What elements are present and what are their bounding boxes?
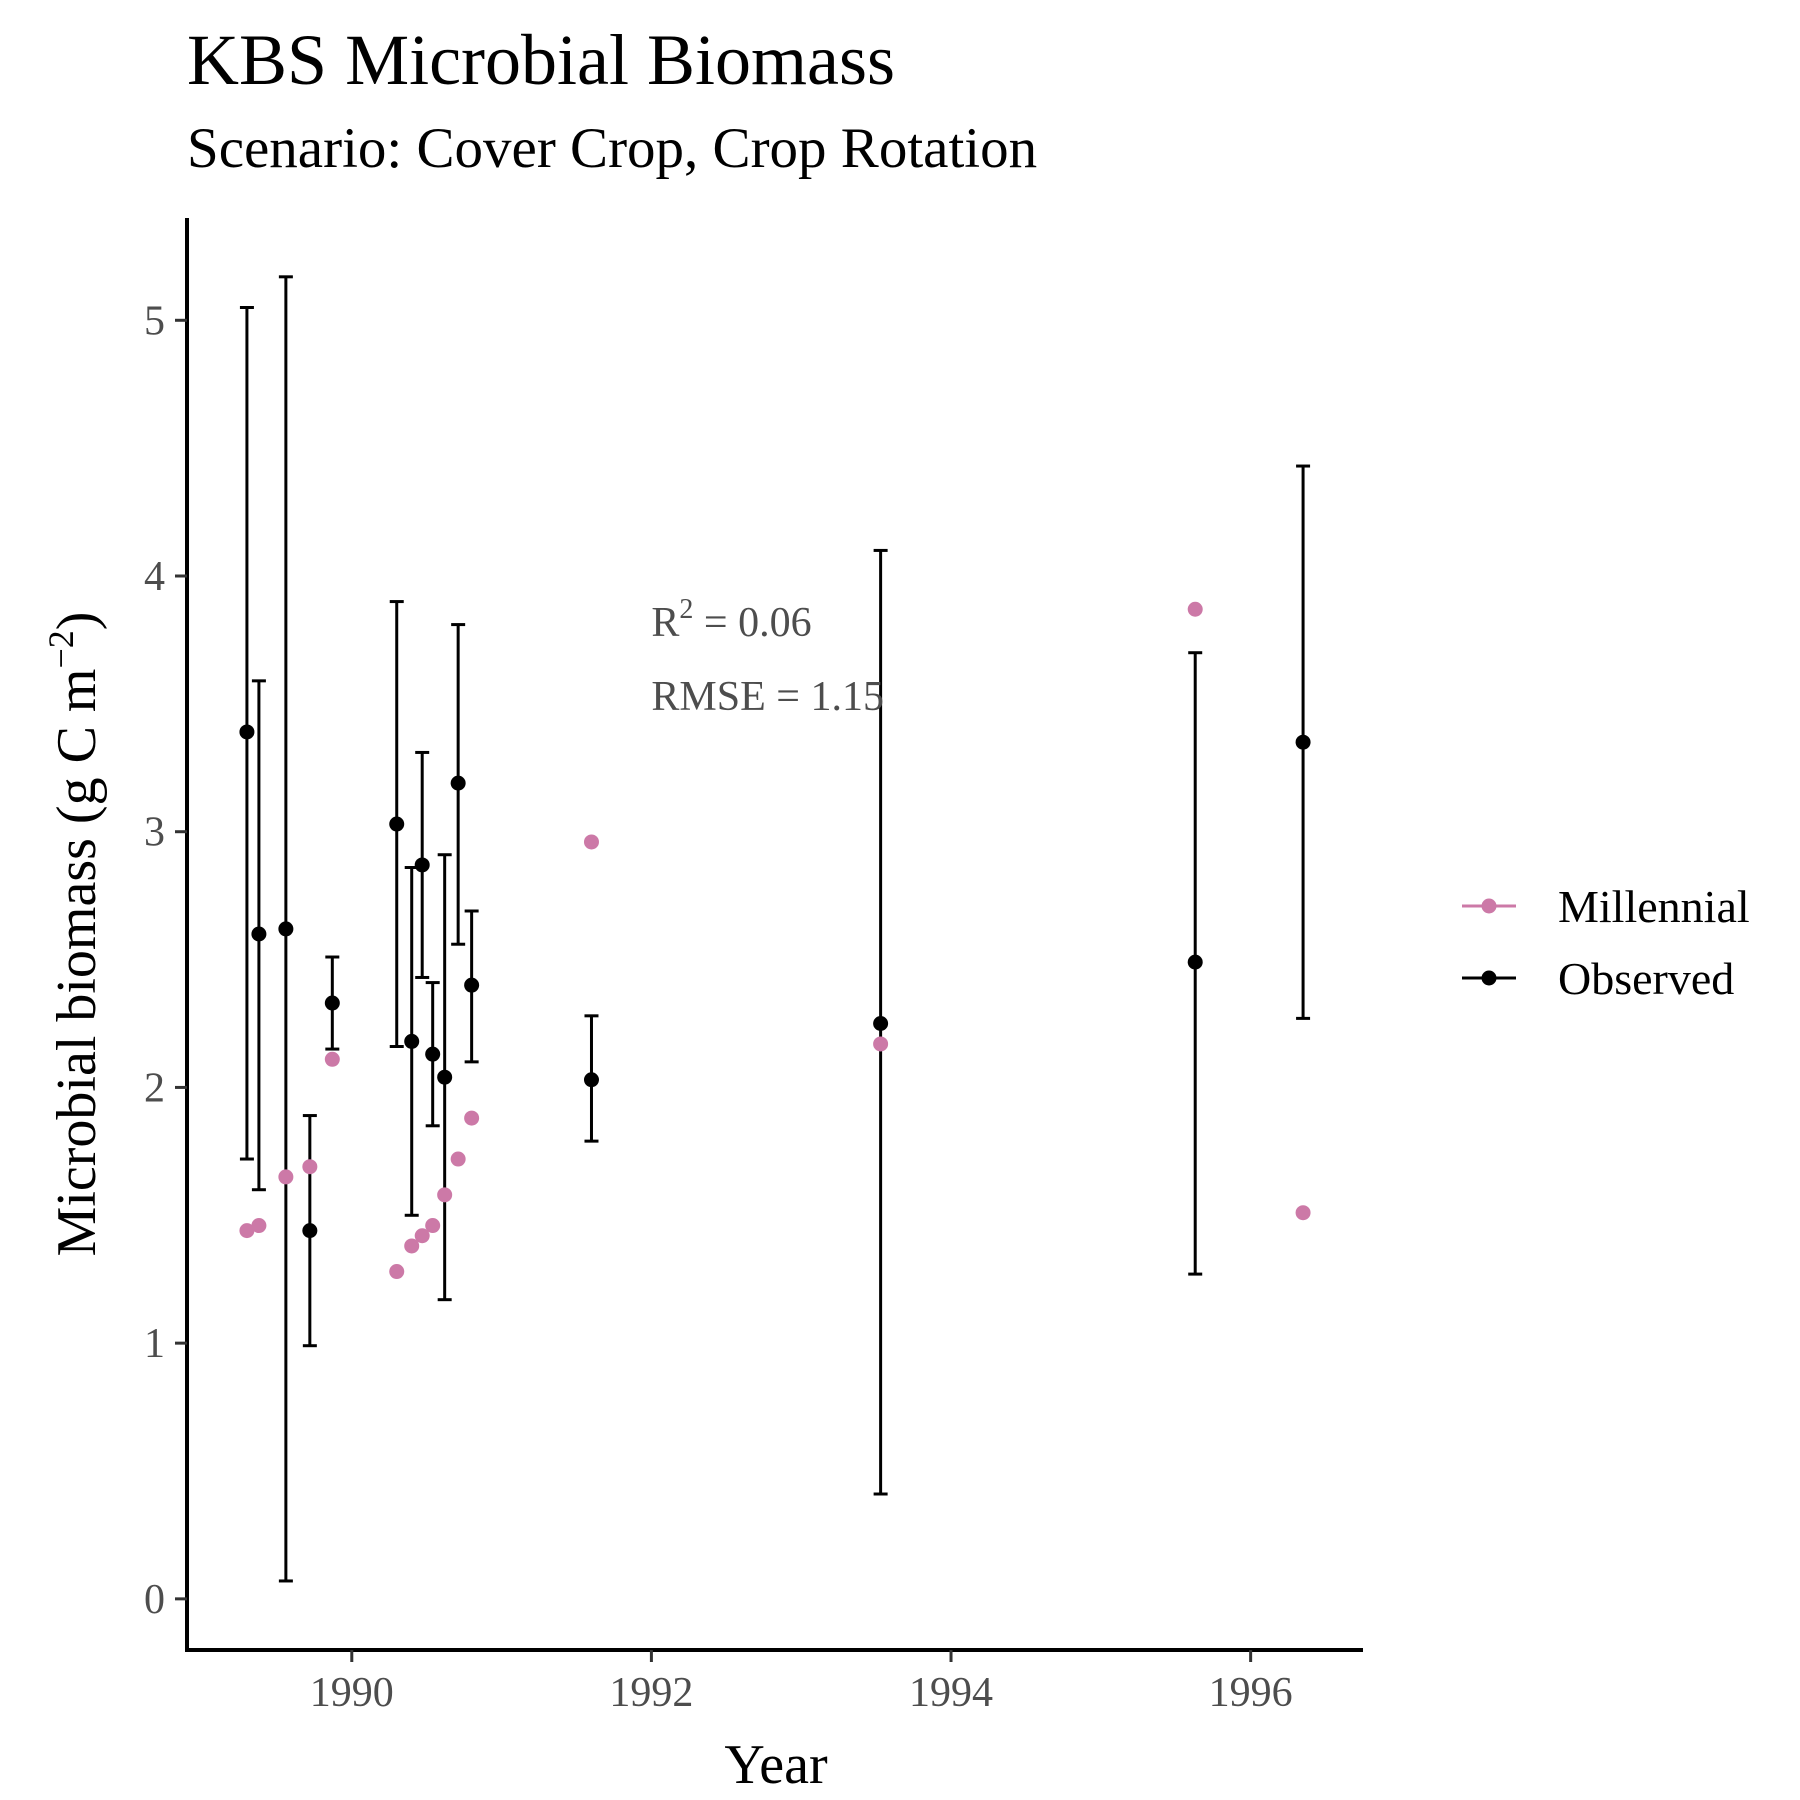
observed-point — [251, 926, 267, 942]
observed-point — [1295, 734, 1311, 750]
rmse-annotation: RMSE = 1.15 — [651, 674, 884, 720]
x-tick-label: 1996 — [1209, 1670, 1293, 1716]
legend-key-millennial-point — [1481, 898, 1497, 914]
y-ticks: 0 1 2 3 4 5 — [144, 298, 187, 1623]
x-axis-title: Year — [724, 1734, 828, 1796]
millennial-point — [251, 1218, 267, 1234]
millennial-point — [583, 834, 599, 850]
data-points — [239, 601, 1311, 1280]
r2-annotation: R2 = 0.06 — [651, 594, 811, 646]
observed-point — [437, 1069, 453, 1085]
axes — [185, 218, 1363, 1652]
observed-point — [324, 995, 340, 1011]
observed-point — [1187, 954, 1203, 970]
x-ticks: 1990 1992 1994 1996 — [310, 1650, 1293, 1716]
millennial-point — [1295, 1205, 1311, 1221]
observed-point — [583, 1072, 599, 1088]
legend-label-millennial: Millennial — [1558, 881, 1750, 932]
legend-key-observed-point — [1481, 970, 1497, 986]
observed-point — [389, 816, 405, 832]
annotations: R2 = 0.06 RMSE = 1.15 — [651, 594, 884, 720]
millennial-point — [239, 1223, 255, 1239]
y-tick-label: 3 — [144, 810, 165, 856]
x-tick-label: 1992 — [609, 1670, 693, 1716]
x-tick-label: 1994 — [909, 1670, 993, 1716]
error-bars — [239, 275, 1311, 1583]
observed-point — [425, 1046, 441, 1062]
observed-point — [450, 775, 466, 791]
y-tick-label: 1 — [144, 1321, 165, 1367]
millennial-point — [302, 1159, 318, 1175]
millennial-point — [425, 1218, 441, 1234]
millennial-point — [873, 1036, 889, 1052]
millennial-point — [404, 1238, 420, 1254]
legend: Millennial Observed — [1462, 881, 1750, 1004]
observed-point — [414, 857, 430, 873]
observed-point — [404, 1033, 420, 1049]
y-tick-label: 2 — [144, 1065, 165, 1111]
y-tick-label: 4 — [144, 554, 165, 600]
chart-subtitle: Scenario: Cover Crop, Crop Rotation — [187, 117, 1038, 180]
millennial-point — [389, 1264, 405, 1280]
millennial-point — [324, 1051, 340, 1067]
chart-title: KBS Microbial Biomass — [187, 20, 896, 100]
observed-point — [873, 1016, 889, 1031]
y-axis-title: Microbial biomass (g C m−2) — [41, 612, 108, 1257]
y-tick-label: 5 — [144, 298, 165, 344]
millennial-point — [450, 1151, 466, 1167]
millennial-point — [278, 1169, 294, 1185]
observed-point — [278, 921, 294, 937]
millennial-point — [1187, 601, 1203, 617]
millennial-point — [414, 1228, 430, 1244]
observed-point — [302, 1223, 318, 1239]
observed-point — [239, 724, 255, 740]
x-tick-label: 1990 — [310, 1670, 394, 1716]
y-tick-label: 0 — [144, 1577, 165, 1623]
legend-label-observed: Observed — [1558, 953, 1734, 1004]
millennial-point — [464, 1110, 480, 1126]
observed-point — [464, 977, 480, 993]
millennial-point — [437, 1187, 453, 1203]
